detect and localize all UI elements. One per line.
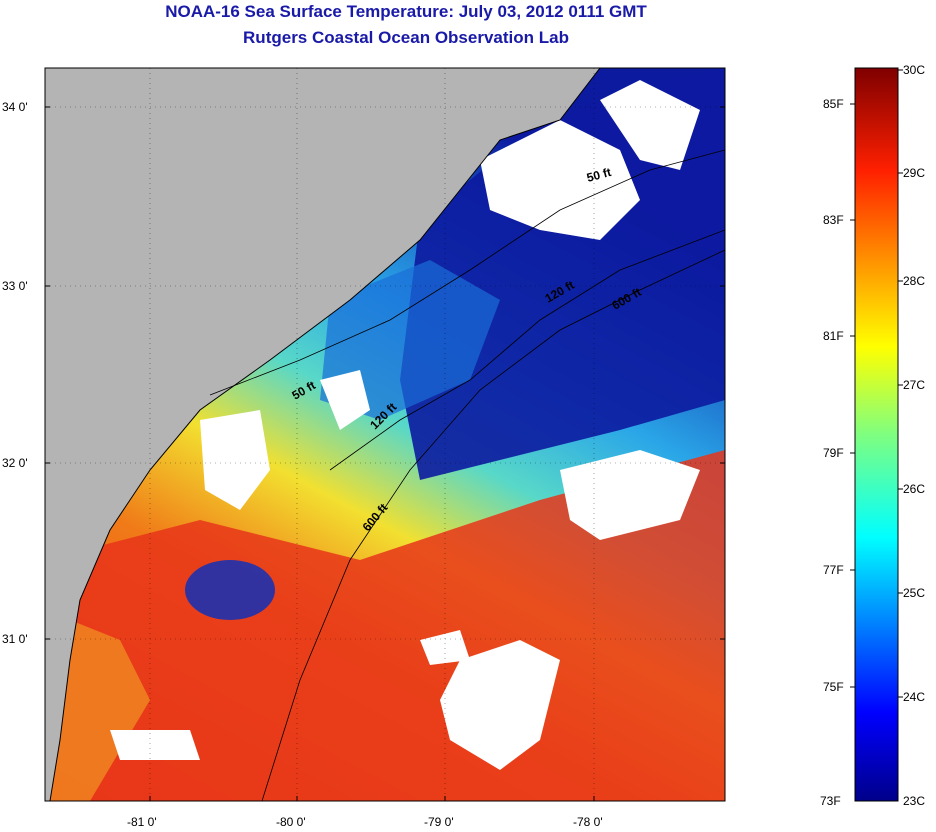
colorbar [854, 67, 899, 802]
figure-subtitle: Rutgers Coastal Ocean Observation Lab [243, 28, 569, 47]
sst-image: 50 ft 120 ft 600 ft 50 ft 120 ft 600 ft [45, 68, 725, 801]
lat-tick-label: 33 0' [2, 279, 28, 293]
colorbar-celsius-label: 25C [903, 586, 925, 600]
colorbar-celsius-label: 28C [903, 274, 925, 288]
colorbar-fahrenheit-label: 85F [823, 97, 844, 111]
contour-50ft [209, 149, 725, 396]
colorbar-fahrenheit-label: 75F [823, 680, 844, 694]
lon-tick-label: -80 0' [276, 815, 306, 829]
colorbar-fahrenheit-label: 83F [823, 213, 844, 227]
lat-tick-label: 32 0' [2, 456, 28, 470]
contour-120ft [329, 229, 725, 471]
lat-tick-label: 31 0' [2, 632, 28, 646]
lon-tick-label: -79 0' [424, 815, 454, 829]
colorbar-celsius-label: 24C [903, 690, 925, 704]
colorbar-fahrenheit-label: 81F [823, 329, 844, 343]
contour-label: 50 ft [585, 165, 612, 185]
colorbar-celsius-label: 29C [903, 166, 925, 180]
colorbar-fahrenheit-label: 77F [823, 563, 844, 577]
lon-tick-label: -78 0' [573, 815, 603, 829]
lat-tick-label: 34 0' [2, 100, 28, 114]
colorbar-celsius-label: 23C [903, 794, 925, 808]
contour-600ft [261, 249, 725, 801]
colorbar-celsius-label: 27C [903, 378, 925, 392]
plot-frame [44, 67, 726, 802]
figure-title: NOAA-16 Sea Surface Temperature: July 03… [165, 2, 647, 21]
colorbar-celsius-label: 26C [903, 482, 925, 496]
colorbar-fahrenheit-label: 73F [820, 794, 841, 808]
colorbar-celsius-label: 30C [903, 63, 925, 77]
lon-tick-label: -81 0' [127, 815, 157, 829]
colorbar-fahrenheit-label: 79F [823, 446, 844, 460]
